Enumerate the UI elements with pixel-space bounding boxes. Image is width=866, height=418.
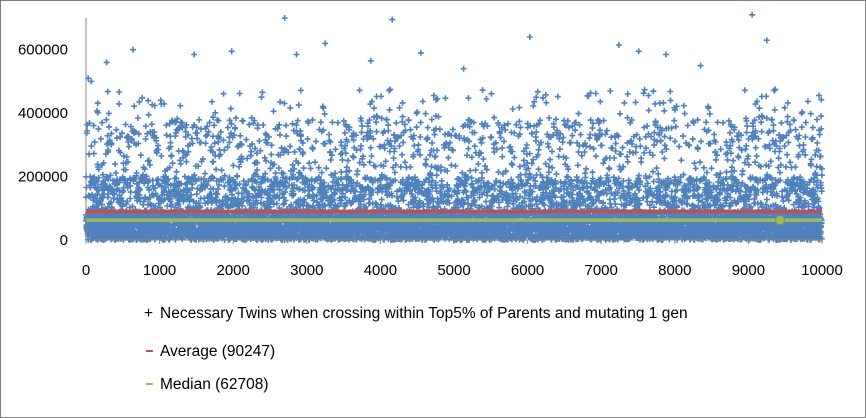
scatter-points [83,11,825,243]
x-tick-label: 9000 [732,262,765,279]
legend-item-median: Median (62708) [146,376,269,393]
y-tick-label: 400000 [18,105,68,122]
median-point-marker [775,215,786,226]
x-tick-label: 6000 [511,262,544,279]
y-tick-label: 0 [60,232,68,249]
y-tick-label: 600000 [18,42,68,59]
scatter-markers [83,11,825,243]
legend-label-median: Median (62708) [160,376,269,393]
legend-label-twins: Necessary Twins when crossing within Top… [160,305,688,322]
y-tick-label: 200000 [18,169,68,186]
legend-item-average: Average (90247) [146,343,275,360]
x-tick-label: 5000 [437,262,470,279]
legend-label-average: Average (90247) [160,343,275,360]
x-axis-ticks: 0 1000 2000 3000 4000 5000 6000 7000 8000 9000 100… [82,240,843,279]
legend-marker-plus-icon: + [144,305,153,322]
x-tick-label: 2000 [217,262,250,279]
x-tick-label: 7000 [585,262,618,279]
x-tick-label: 10000 [801,262,843,279]
x-tick-label: 0 [82,262,90,279]
y-axis-ticks: 0 200000 400000 600000 [18,42,68,249]
x-tick-label: 4000 [364,262,397,279]
legend-item-twins: + Necessary Twins when crossing within T… [144,305,688,322]
x-tick-label: 3000 [290,262,323,279]
x-tick-label: 8000 [658,262,691,279]
legend: + Necessary Twins when crossing within T… [144,305,688,393]
x-tick-label: 1000 [143,262,176,279]
